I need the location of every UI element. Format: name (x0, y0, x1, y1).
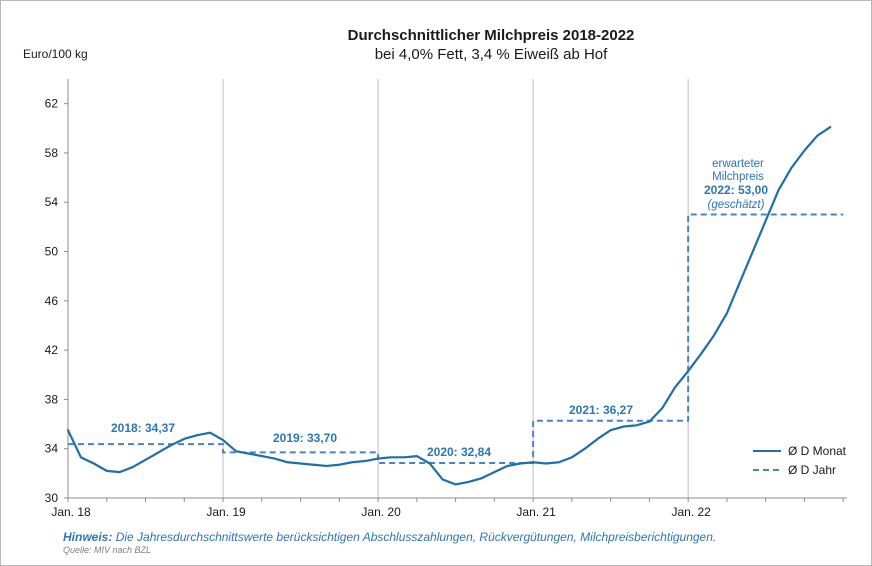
footnote: Hinweis: Die Jahresdurchschnittswerte be… (63, 530, 716, 544)
annotation-2022: 2022: 53,00 (704, 183, 768, 197)
x-tick-labels: Jan. 18 Jan. 19 Jan. 20 Jan. 21 Jan. 22 (51, 505, 711, 519)
x-tick-label-2: Jan. 20 (361, 505, 401, 519)
x-tick-label-0: Jan. 18 (51, 505, 91, 519)
annotation-2021: 2021: 36,27 (569, 403, 633, 417)
source-note: Quelle: MIV nach BZL (63, 545, 152, 555)
legend-label-yearly: Ø D Jahr (788, 463, 836, 477)
annotations: 2018: 34,37 2019: 33,70 2020: 32,84 2021… (111, 158, 768, 459)
annotation-expected-line1: erwarteter (712, 158, 764, 170)
series-lines (66, 125, 844, 486)
footnote-text: Die Jahresdurchschnittswerte berücksicht… (115, 530, 717, 544)
legend: Ø D Monat Ø D Jahr (753, 444, 847, 477)
y-tick-label-62: 62 (45, 97, 59, 111)
y-tick-label-38: 38 (45, 392, 59, 406)
chart-title: Durchschnittlicher Milchpreis 2018-2022 (348, 27, 635, 44)
annotation-expected-line2: Milchpreis (712, 171, 764, 183)
y-tick-label-42: 42 (45, 343, 59, 357)
series-yearly-line (68, 213, 844, 465)
x-tick-label-3: Jan. 21 (516, 505, 556, 519)
y-tick-label-54: 54 (45, 195, 59, 209)
annotation-2019: 2019: 33,70 (273, 431, 337, 445)
axes (64, 79, 847, 502)
y-tick-label-50: 50 (45, 245, 59, 259)
y-tick-label-46: 46 (45, 294, 59, 308)
y-tick-label-34: 34 (45, 442, 59, 456)
chart-subtitle: bei 4,0% Fett, 3,4 % Eiweiß ab Hof (375, 46, 608, 63)
x-tick-label-4: Jan. 22 (671, 505, 711, 519)
x-tick-label-1: Jan. 19 (206, 505, 246, 519)
y-tick-label-30: 30 (45, 491, 59, 505)
y-axis-label: Euro/100 kg (23, 47, 88, 61)
legend-label-monthly: Ø D Monat (788, 444, 847, 458)
annotation-estimated: (geschätzt) (708, 199, 765, 211)
series-monthly-line (66, 125, 832, 486)
footnote-label: Hinweis: (63, 530, 113, 544)
annotation-2018: 2018: 34,37 (111, 421, 175, 435)
y-tick-label-58: 58 (45, 146, 59, 160)
annotation-2020: 2020: 32,84 (427, 445, 491, 459)
y-tick-labels: 30 34 38 42 46 50 54 58 62 (45, 97, 59, 505)
